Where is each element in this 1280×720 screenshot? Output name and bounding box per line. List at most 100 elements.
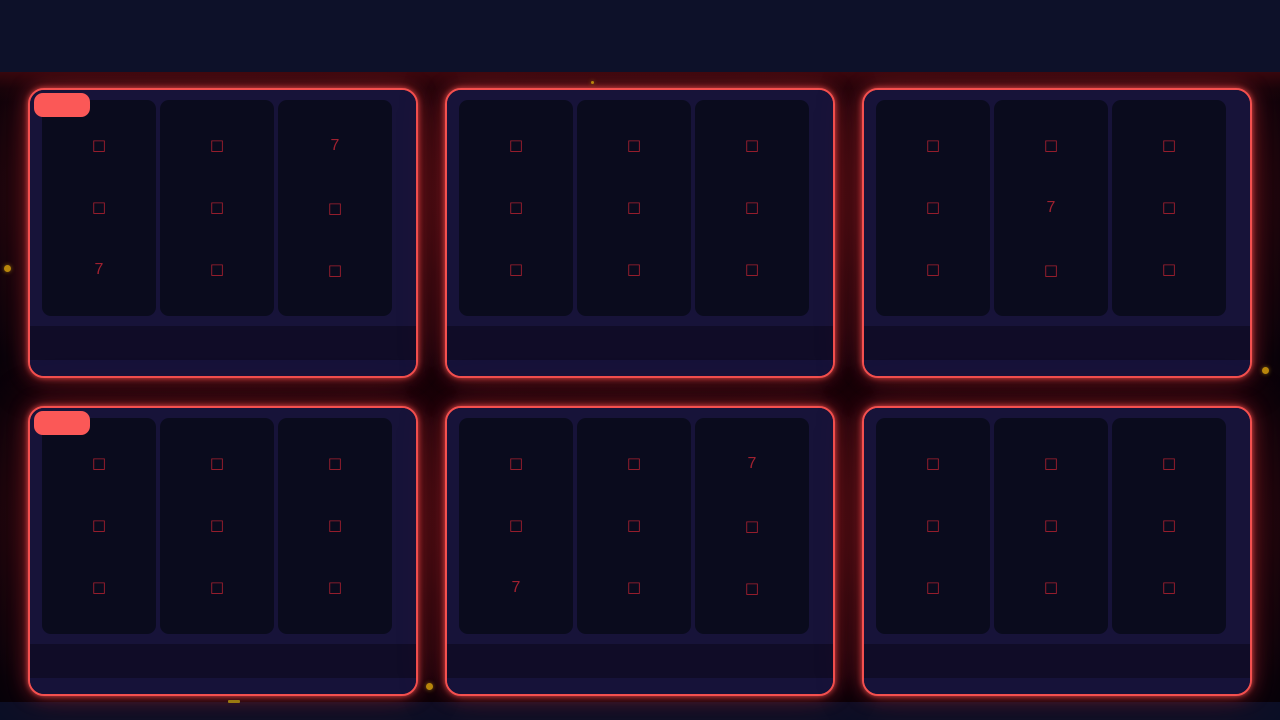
grid-card[interactable]: □ □ 7 □ □ □ 7 □ □ [28,88,418,378]
tile-cell[interactable]: □ [209,198,225,216]
card-badge[interactable] [34,411,90,435]
tile-cell[interactable]: □ [744,198,760,216]
tile-cell[interactable]: □ [327,261,343,279]
panel-tile[interactable]: □ □ □ [160,100,274,316]
tile-cell[interactable]: □ [327,454,343,472]
panel-tile[interactable]: □ 7 □ [994,100,1108,316]
tile-cell[interactable]: □ [327,199,343,217]
panel-tile[interactable]: □ □ □ [1112,100,1226,316]
bottom-edge-strip [0,702,1280,720]
footer-band-upper [864,644,1250,678]
tile-cell[interactable]: □ [1043,454,1059,472]
tile-cell[interactable]: □ [209,516,225,534]
panel-tile[interactable]: □ □ □ [577,100,691,316]
tile-cell[interactable]: □ [209,260,225,278]
panel-tile[interactable]: □ □ 7 [42,100,156,316]
card-badge[interactable] [34,93,90,117]
footer-band-lower [30,678,416,694]
tile-cell[interactable]: □ [91,198,107,216]
panel-tile[interactable]: □ □ □ [1112,418,1226,634]
card-footer [447,326,833,376]
tile-cell[interactable]: 7 [511,579,521,596]
panel-tile[interactable]: □ □ □ [876,100,990,316]
tile-cell[interactable]: □ [508,198,524,216]
ambient-particle [425,682,433,690]
tile-cell[interactable]: □ [925,578,941,596]
tile-cell[interactable]: □ [1043,516,1059,534]
panel-tile[interactable]: □ □ □ [994,418,1108,634]
tile-cell[interactable]: □ [626,198,642,216]
tile-cell[interactable]: □ [1043,578,1059,596]
panel-tile[interactable]: □ □ □ [695,100,809,316]
tile-cell[interactable]: □ [626,136,642,154]
tile-cell[interactable]: 7 [94,261,104,278]
panel-tile[interactable]: □ □ □ [577,418,691,634]
tile-cell[interactable]: □ [626,260,642,278]
tile-cell[interactable]: □ [508,454,524,472]
tile-cell[interactable]: □ [91,136,107,154]
tile-cell[interactable]: □ [209,578,225,596]
card-panel: □ □ □ □ □ □ □ □ □ [864,408,1250,644]
tile-cell[interactable]: □ [925,454,941,472]
tile-cell[interactable]: □ [1161,136,1177,154]
tile-cell[interactable]: □ [209,454,225,472]
tile-cell[interactable]: □ [508,260,524,278]
tile-cell[interactable]: □ [1043,136,1059,154]
tile-cell[interactable]: □ [925,136,941,154]
card-footer [447,644,833,694]
panel-tile[interactable]: □ □ □ [876,418,990,634]
tile-cell[interactable]: 7 [330,137,340,154]
grid-card[interactable]: □ □ □ □ 7 □ □ □ □ [862,88,1252,378]
footer-band-upper [864,326,1250,360]
tile-cell[interactable]: □ [1161,198,1177,216]
tile-cell[interactable]: □ [626,454,642,472]
tile-cell[interactable]: □ [744,136,760,154]
panel-tile[interactable]: □ □ □ [160,418,274,634]
footer-band-lower [447,678,833,694]
panel-tile[interactable]: □ □ □ [459,100,573,316]
top-status-bar [0,0,1280,72]
card-panel: □ □ 7 □ □ □ 7 □ □ [30,90,416,326]
ambient-spark [228,700,240,703]
footer-band-upper [30,644,416,678]
panel-tile[interactable]: 7 □ □ [278,100,392,316]
footer-band-lower [447,360,833,376]
tile-cell[interactable]: □ [209,136,225,154]
tile-cell[interactable]: □ [327,578,343,596]
tile-cell[interactable]: □ [925,260,941,278]
tile-cell[interactable]: □ [91,578,107,596]
tile-cell[interactable]: □ [1161,578,1177,596]
footer-band-lower [864,678,1250,694]
grid-card[interactable]: □ □ □ □ □ □ □ □ □ [445,88,835,378]
tile-cell[interactable]: □ [1043,261,1059,279]
tile-cell[interactable]: □ [1161,454,1177,472]
grid-card[interactable]: □ □ 7 □ □ □ 7 □ □ [445,406,835,696]
ambient-particle [590,80,594,84]
tile-cell[interactable]: □ [91,454,107,472]
panel-tile[interactable]: □ □ □ [42,418,156,634]
tile-cell[interactable]: □ [1161,516,1177,534]
tile-cell[interactable]: □ [626,578,642,596]
tile-cell[interactable]: □ [1161,260,1177,278]
footer-band-lower [864,360,1250,376]
tile-cell[interactable]: 7 [1046,199,1056,216]
grid-card[interactable]: □ □ □ □ □ □ □ □ □ [28,406,418,696]
footer-band-upper [447,326,833,360]
tile-cell[interactable]: □ [744,260,760,278]
tile-cell[interactable]: 7 [747,455,757,472]
tile-cell[interactable]: □ [744,579,760,597]
panel-tile[interactable]: □ □ 7 [459,418,573,634]
tile-cell[interactable]: □ [626,516,642,534]
panel-tile[interactable]: □ □ □ [278,418,392,634]
panel-tile[interactable]: 7 □ □ [695,418,809,634]
tile-cell[interactable]: □ [508,516,524,534]
tile-cell[interactable]: □ [91,516,107,534]
grid-card[interactable]: □ □ □ □ □ □ □ □ □ [862,406,1252,696]
footer-band-lower [30,360,416,376]
tile-cell[interactable]: □ [508,136,524,154]
tile-cell[interactable]: □ [925,516,941,534]
tile-cell[interactable]: □ [744,517,760,535]
tile-cell[interactable]: □ [327,516,343,534]
tile-cell[interactable]: □ [925,198,941,216]
